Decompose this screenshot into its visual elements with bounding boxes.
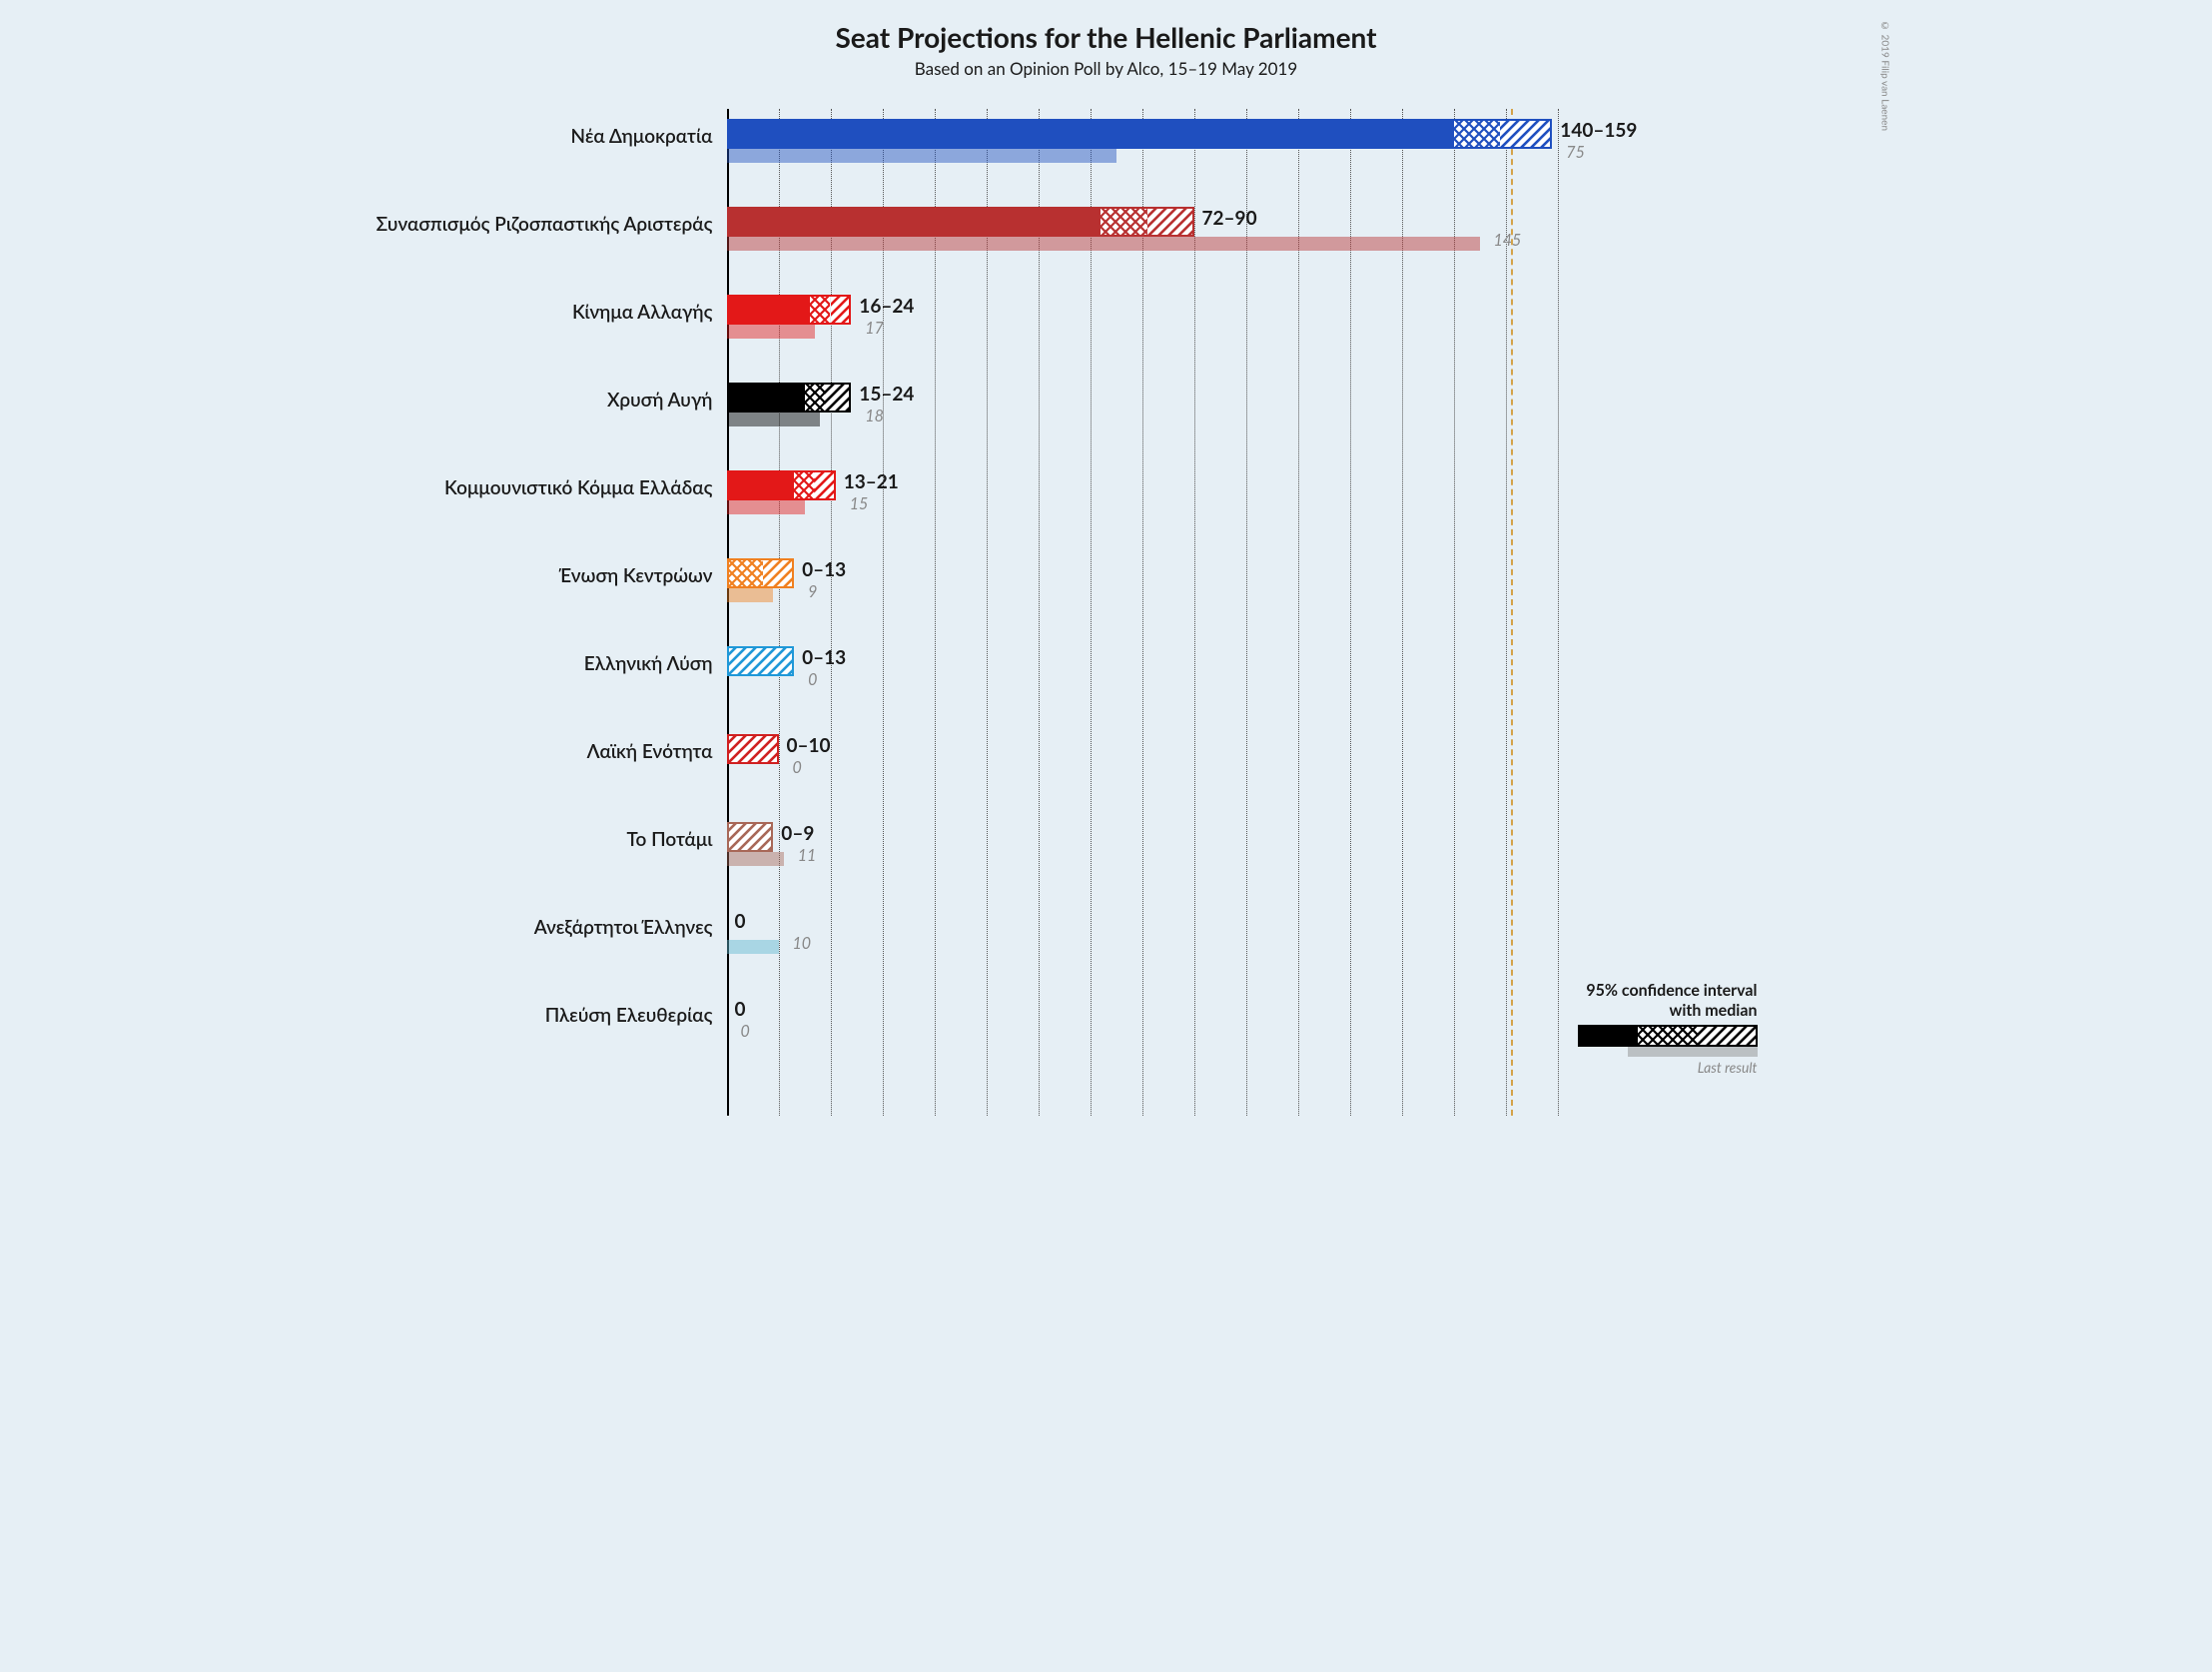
- party-label: Πλεύση Ελευθερίας: [545, 1006, 727, 1025]
- copyright-text: © 2019 Filip van Laenen: [1879, 20, 1891, 131]
- last-result-label: 15: [850, 494, 869, 513]
- party-row: Νέα Δημοκρατία140–15975: [727, 119, 1778, 179]
- bar-outline: [727, 119, 1553, 149]
- bar-outline: [727, 295, 852, 325]
- chart-subtitle: Based on an Opinion Poll by Alco, 15–19 …: [328, 58, 1885, 79]
- range-label: 0–9: [781, 822, 814, 845]
- party-label: Ανεξάρτητοι Έλληνες: [534, 918, 727, 937]
- last-result-label: 17: [865, 319, 884, 338]
- last-result-bar: [727, 149, 1116, 163]
- bar-outline: [727, 558, 795, 588]
- party-row: Χρυσή Αυγή15–2418: [727, 383, 1778, 442]
- party-label: Λαϊκή Ενότητα: [587, 742, 727, 761]
- range-label: 15–24: [859, 383, 914, 406]
- last-result-label: 145: [1494, 231, 1522, 250]
- last-result-bar: [727, 237, 1480, 251]
- last-result-bar: [727, 325, 815, 339]
- last-result-label: 0: [741, 1022, 750, 1041]
- bar-outline: [727, 822, 774, 852]
- chart-plot-area: 95% confidence interval with median Last…: [727, 109, 1778, 1116]
- projection-bar: [727, 383, 852, 413]
- party-label: Νέα Δημοκρατία: [571, 127, 727, 146]
- range-label: 0–13: [802, 646, 846, 669]
- last-result-label: 0: [808, 670, 817, 689]
- chart-title: Seat Projections for the Hellenic Parlia…: [328, 20, 1885, 54]
- party-row: Πλεύση Ελευθερίας00: [727, 998, 1778, 1058]
- bar-outline: [727, 646, 795, 676]
- last-result-label: 11: [798, 846, 817, 865]
- party-row: Λαϊκή Ενότητα0–100: [727, 734, 1778, 794]
- party-label: Ένωση Κεντρώων: [559, 566, 727, 585]
- range-label: 140–159: [1560, 119, 1637, 142]
- party-label: Ελληνική Λύση: [584, 654, 727, 673]
- projection-bar: [727, 822, 774, 852]
- projection-bar: [727, 646, 795, 676]
- bar-outline: [727, 734, 779, 764]
- range-label: 13–21: [844, 470, 899, 493]
- party-label: Το Ποτάμι: [627, 830, 727, 849]
- projection-bar: [727, 734, 779, 764]
- bar-outline: [727, 207, 1194, 237]
- party-label: Συνασπισμός Ριζοσπαστικής Αριστεράς: [376, 215, 727, 234]
- last-result-bar: [727, 940, 779, 954]
- party-row: Ανεξάρτητοι Έλληνες010: [727, 910, 1778, 970]
- legend-last-label: Last result: [1578, 1059, 1758, 1076]
- chart-container: © 2019 Filip van Laenen Seat Projections…: [328, 20, 1885, 1116]
- projection-bar: [727, 470, 836, 500]
- bar-outline: [727, 470, 836, 500]
- party-label: Κίνημα Αλλαγής: [572, 303, 727, 322]
- party-row: Κίνημα Αλλαγής16–2417: [727, 295, 1778, 355]
- party-row: Κομμουνιστικό Κόμμα Ελλάδας13–2115: [727, 470, 1778, 530]
- range-label: 16–24: [859, 295, 914, 318]
- party-row: Ελληνική Λύση0–130: [727, 646, 1778, 706]
- projection-bar: [727, 295, 852, 325]
- party-label: Κομμουνιστικό Κόμμα Ελλάδας: [444, 478, 726, 497]
- range-label: 72–90: [1202, 207, 1257, 230]
- range-label: 0–10: [787, 734, 831, 757]
- last-result-label: 9: [808, 582, 817, 601]
- party-row: Ένωση Κεντρώων0–139: [727, 558, 1778, 618]
- last-result-label: 0: [793, 758, 802, 777]
- last-result-label: 18: [865, 407, 884, 425]
- last-result-label: 10: [793, 934, 812, 953]
- projection-bar: [727, 558, 795, 588]
- party-label: Χρυσή Αυγή: [607, 391, 727, 410]
- bar-outline: [727, 383, 852, 413]
- range-label: 0: [735, 910, 746, 933]
- party-row: Συνασπισμός Ριζοσπαστικής Αριστεράς72–90…: [727, 207, 1778, 267]
- last-result-bar: [727, 852, 784, 866]
- last-result-bar: [727, 588, 774, 602]
- last-result-bar: [727, 413, 821, 426]
- projection-bar: [727, 207, 1194, 237]
- range-label: 0: [735, 998, 746, 1021]
- last-result-bar: [727, 500, 805, 514]
- range-label: 0–13: [802, 558, 846, 581]
- last-result-label: 75: [1566, 143, 1585, 162]
- projection-bar: [727, 119, 1553, 149]
- party-row: Το Ποτάμι0–911: [727, 822, 1778, 882]
